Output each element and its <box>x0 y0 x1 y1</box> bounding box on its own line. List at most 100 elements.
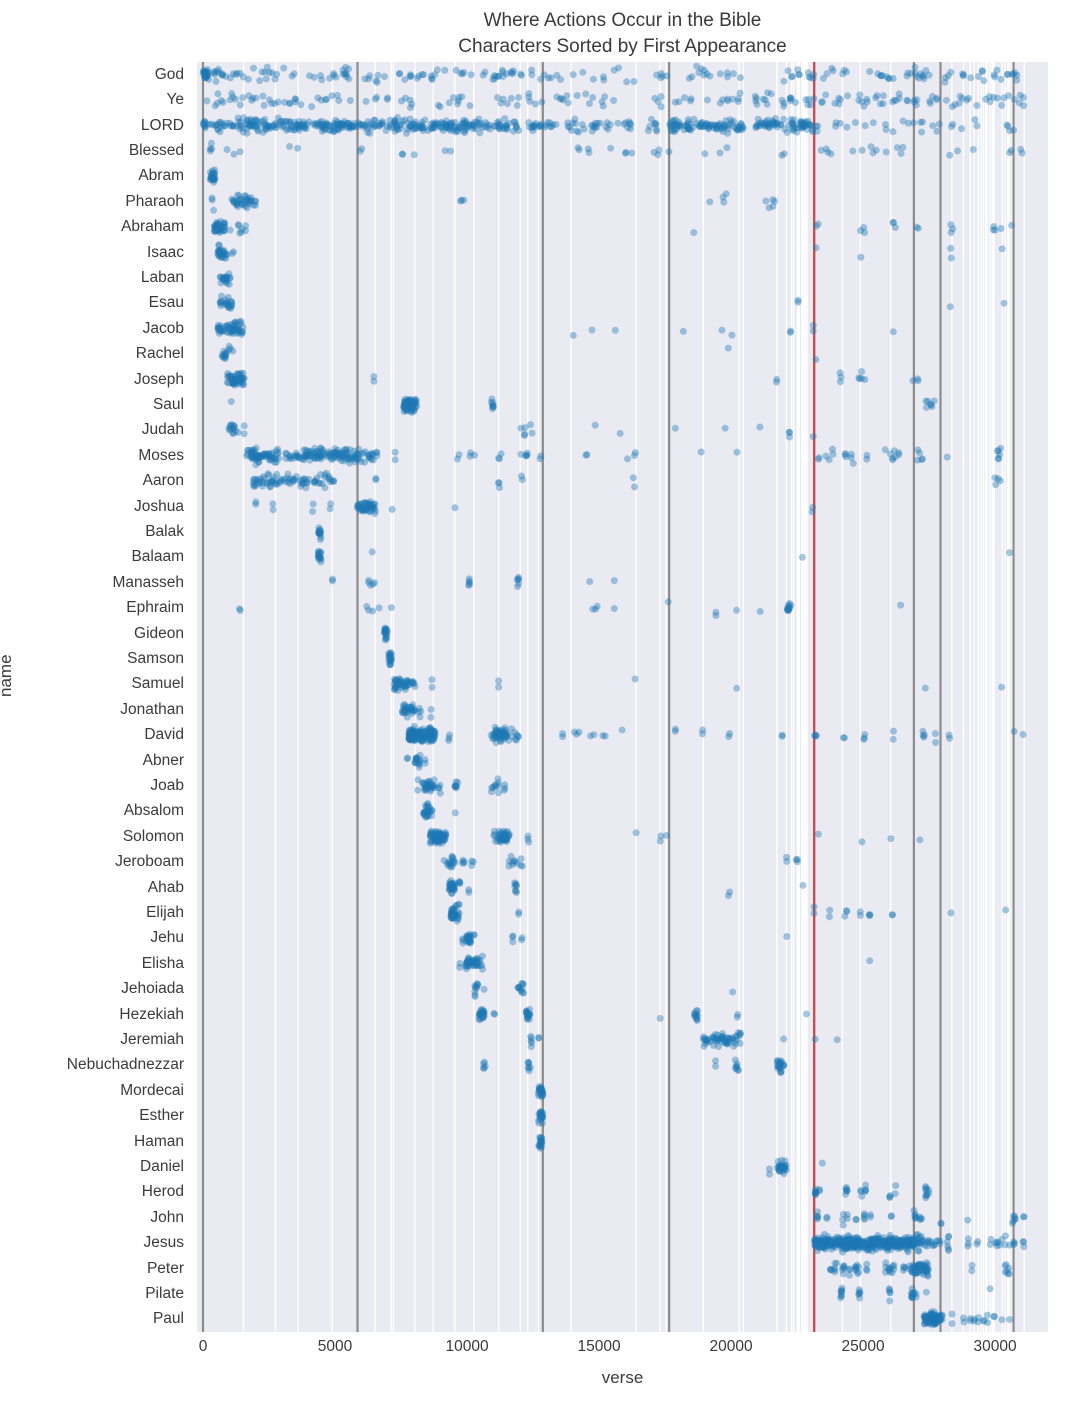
data-point <box>222 276 230 284</box>
data-point <box>215 68 223 76</box>
data-point <box>1011 1215 1019 1223</box>
data-point <box>956 92 964 100</box>
data-point <box>607 144 615 152</box>
data-point <box>869 119 877 127</box>
data-point <box>786 429 793 436</box>
data-point <box>217 327 225 335</box>
data-point <box>983 1311 991 1319</box>
data-point <box>540 71 548 79</box>
data-point <box>485 121 493 129</box>
data-point <box>447 127 455 135</box>
data-point <box>465 886 473 894</box>
data-point <box>866 1211 874 1219</box>
data-point <box>246 122 254 130</box>
data-point <box>810 95 818 103</box>
data-point <box>363 124 371 132</box>
data-point <box>309 500 317 508</box>
data-point <box>861 229 869 236</box>
data-point <box>537 452 545 460</box>
data-point <box>231 322 239 330</box>
data-point <box>620 120 628 128</box>
data-point <box>460 120 468 128</box>
data-point <box>230 319 238 327</box>
data-point <box>237 374 245 382</box>
data-point <box>328 577 336 585</box>
data-point <box>231 376 239 384</box>
data-point <box>517 855 525 863</box>
data-point <box>410 404 418 412</box>
data-point <box>675 121 683 129</box>
data-point <box>495 122 502 130</box>
data-point <box>494 94 501 101</box>
data-point <box>937 1219 945 1227</box>
data-point <box>252 116 260 124</box>
data-point <box>948 1310 956 1318</box>
data-point <box>495 72 503 80</box>
data-point <box>758 120 766 127</box>
data-point <box>226 274 234 282</box>
data-point <box>358 145 366 153</box>
data-point <box>234 197 242 205</box>
data-point <box>456 124 464 132</box>
data-point <box>734 126 742 134</box>
data-point <box>252 197 259 205</box>
data-point <box>227 372 235 380</box>
data-point <box>698 123 706 131</box>
data-point <box>223 251 231 259</box>
data-point <box>716 99 724 107</box>
data-point <box>411 125 419 133</box>
data-point <box>220 219 228 227</box>
data-point <box>216 322 224 330</box>
data-point <box>209 175 217 183</box>
data-point <box>681 94 689 102</box>
data-point <box>539 1113 547 1121</box>
data-point <box>201 74 209 82</box>
data-point <box>703 96 711 104</box>
data-point <box>310 478 318 486</box>
data-point <box>465 575 473 583</box>
data-point <box>1000 94 1008 102</box>
data-point <box>409 400 417 408</box>
data-point <box>359 121 367 129</box>
data-point <box>794 66 802 74</box>
data-point <box>701 122 709 130</box>
data-point <box>564 99 572 107</box>
data-point <box>222 349 230 357</box>
data-point <box>812 356 820 363</box>
x-tick-label-30000: 30000 <box>973 1338 1017 1355</box>
data-point <box>802 121 809 129</box>
data-point <box>254 127 262 135</box>
data-point <box>202 73 210 81</box>
data-point <box>926 1311 934 1319</box>
data-point <box>512 124 520 132</box>
data-point <box>787 327 795 335</box>
data-point <box>520 432 528 439</box>
data-point <box>286 118 294 125</box>
data-point <box>251 197 259 205</box>
data-point <box>229 380 237 387</box>
data-point <box>693 120 701 128</box>
data-point <box>610 97 618 104</box>
data-point <box>627 120 635 128</box>
data-point <box>573 92 581 99</box>
data-point <box>797 117 804 125</box>
data-point <box>843 1244 851 1252</box>
data-point <box>784 67 792 75</box>
data-point <box>224 373 232 380</box>
data-point <box>947 244 955 252</box>
data-point <box>266 124 274 132</box>
data-point <box>228 327 236 335</box>
data-point <box>703 122 710 130</box>
data-point <box>371 116 379 124</box>
data-point <box>226 226 234 234</box>
data-point <box>467 71 475 79</box>
data-point <box>309 120 317 128</box>
data-point <box>238 374 246 382</box>
data-point <box>818 98 826 106</box>
data-point <box>889 1262 897 1270</box>
data-point <box>229 122 237 130</box>
data-point <box>360 121 368 129</box>
data-point <box>681 122 689 130</box>
data-point <box>518 472 525 480</box>
data-point <box>415 704 423 712</box>
